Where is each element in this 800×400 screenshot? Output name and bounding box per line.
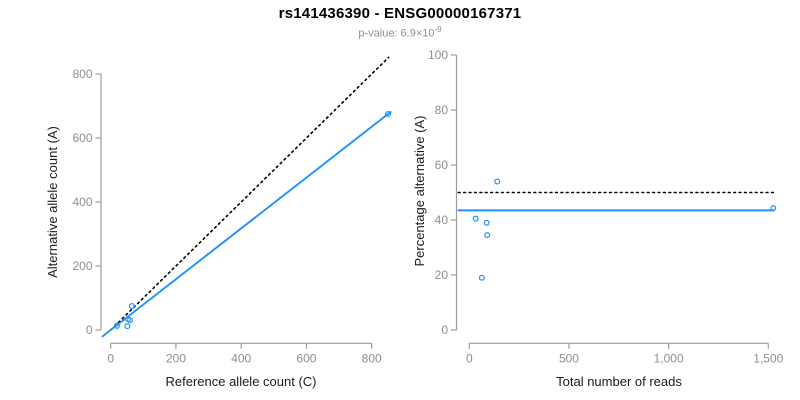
x-tick-label: 400 bbox=[231, 351, 251, 365]
regression-line bbox=[101, 111, 392, 338]
left-plot-axes: 0 200 400 600 800 0 200 400 600 800 bbox=[72, 67, 382, 365]
x-tick-label: 500 bbox=[559, 351, 579, 365]
figure-subtitle: p-value: 6.9×10-9 bbox=[0, 25, 800, 40]
left-y-axis-title: Alternative allele count (A) bbox=[45, 126, 60, 278]
x-tick-label: 800 bbox=[362, 351, 382, 365]
data-point bbox=[483, 219, 490, 226]
data-point bbox=[478, 274, 485, 281]
right-plot: 0 500 1,000 1,500 0 20 40 60 80 100 Total number … bbox=[412, 48, 784, 389]
data-point bbox=[494, 178, 501, 185]
x-tick-label: 1,500 bbox=[753, 351, 783, 365]
data-point bbox=[770, 205, 777, 212]
y-tick-label: 0 bbox=[86, 323, 93, 337]
y-tick-label: 60 bbox=[435, 158, 449, 172]
y-tick-label: 200 bbox=[72, 259, 92, 273]
right-plot-series bbox=[457, 178, 778, 281]
right-plot-axes: 0 500 1,000 1,500 0 20 40 60 80 100 bbox=[428, 48, 784, 365]
x-tick-label: 0 bbox=[466, 351, 473, 365]
y-tick-label: 600 bbox=[72, 131, 92, 145]
data-point bbox=[385, 110, 392, 117]
y-tick-label: 400 bbox=[72, 195, 92, 209]
right-x-axis-title: Total number of reads bbox=[556, 374, 682, 389]
left-plot: 0 200 400 600 800 0 200 400 600 800 Reference all… bbox=[45, 56, 392, 389]
data-point bbox=[126, 317, 133, 324]
y-tick-label: 800 bbox=[72, 67, 92, 81]
y-tick-label: 100 bbox=[428, 48, 448, 62]
x-tick-label: 200 bbox=[166, 351, 186, 365]
pvalue-text: p-value: 6.9×10 bbox=[358, 27, 435, 40]
right-y-axis-title: Percentage alternative (A) bbox=[412, 115, 427, 266]
data-point bbox=[128, 303, 135, 310]
left-plot-series bbox=[101, 56, 392, 338]
identity-line bbox=[109, 56, 390, 331]
figure-title: rs141436390 - ENSG00000167371 bbox=[278, 5, 522, 22]
data-point bbox=[124, 323, 131, 330]
data-point bbox=[113, 322, 120, 329]
x-tick-label: 0 bbox=[107, 351, 114, 365]
x-tick-label: 1,000 bbox=[654, 351, 684, 365]
data-point bbox=[484, 232, 491, 239]
left-x-axis-title: Reference allele count (C) bbox=[165, 374, 316, 389]
y-tick-label: 40 bbox=[435, 213, 449, 227]
y-tick-label: 80 bbox=[435, 103, 449, 117]
y-tick-label: 20 bbox=[435, 268, 449, 282]
data-point bbox=[472, 215, 479, 222]
pvalue-exponent: -9 bbox=[434, 25, 442, 34]
y-tick-label: 0 bbox=[441, 323, 448, 337]
x-tick-label: 600 bbox=[296, 351, 316, 365]
